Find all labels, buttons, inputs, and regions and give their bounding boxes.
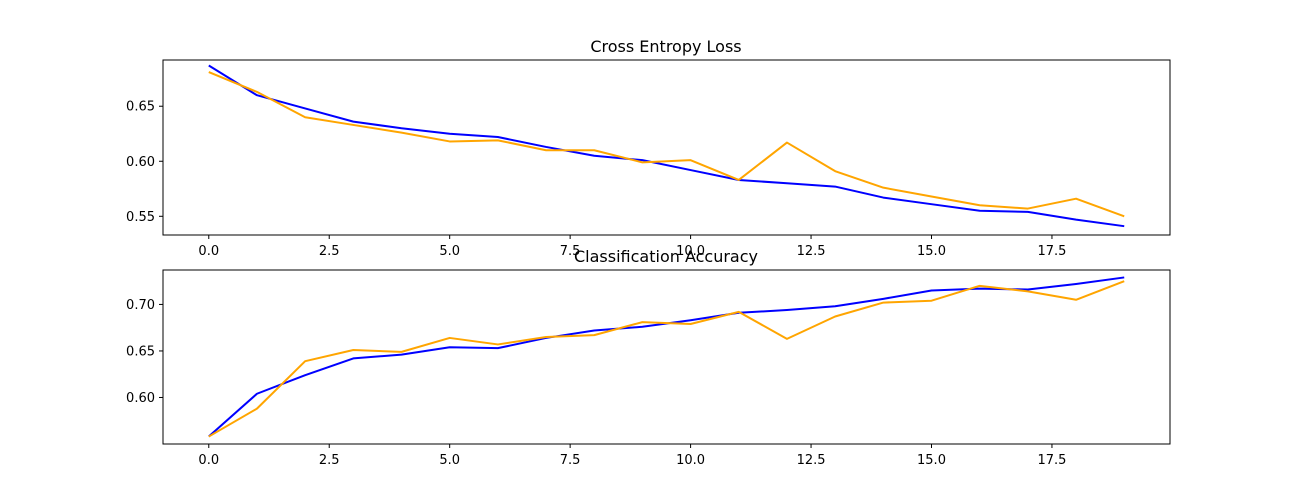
accuracy-chart-title: Classification Accuracy	[574, 247, 758, 266]
accuracy-x-tick-label: 7.5	[560, 453, 581, 468]
accuracy-x-tick-label: 5.0	[439, 453, 460, 468]
loss-y-tick-label: 0.65	[126, 100, 155, 115]
loss-x-tick-label: 15.0	[917, 244, 946, 259]
accuracy-x-tick-label: 17.5	[1037, 453, 1066, 468]
loss-y-tick-label: 0.55	[126, 210, 155, 225]
accuracy-chart: 0.0 2.5 5.0 7.5 10.0 12.5 15.0 17.5 0.60 0.65 0.70…	[126, 247, 1171, 468]
accuracy-series-line-1	[208, 280, 1125, 438]
loss-x-tick-label: 0.0	[198, 244, 219, 259]
accuracy-x-tick-label: 10.0	[676, 453, 705, 468]
accuracy-y-tick-label: 0.70	[126, 298, 155, 313]
loss-x-tick-label: 7.5	[560, 244, 581, 259]
accuracy-y-tick-label: 0.60	[126, 391, 155, 406]
loss-axes-frame	[162, 59, 1171, 236]
loss-x-tick-label: 5.0	[439, 244, 460, 259]
accuracy-x-tick-label: 2.5	[319, 453, 340, 468]
loss-series-line-1	[208, 71, 1125, 218]
loss-chart-title: Cross Entropy Loss	[590, 37, 741, 56]
loss-y-tick-label: 0.60	[126, 155, 155, 170]
accuracy-x-tick-label: 12.5	[797, 453, 826, 468]
accuracy-x-tick-label: 15.0	[917, 453, 946, 468]
loss-chart: 0.0 2.5 5.0 7.5 10.0 12.5 15.0 17.5 0.55 0.60 0.65…	[126, 37, 1171, 259]
loss-series-line-0	[208, 64, 1125, 228]
accuracy-series-line-0	[208, 276, 1125, 438]
loss-x-tick-label: 17.5	[1037, 244, 1066, 259]
loss-x-tick-label: 10.0	[676, 244, 705, 259]
loss-x-tick-label: 2.5	[319, 244, 340, 259]
accuracy-y-tick-label: 0.65	[126, 344, 155, 359]
accuracy-axes-frame	[162, 269, 1171, 445]
loss-x-tick-label: 12.5	[797, 244, 826, 259]
accuracy-x-tick-label: 0.0	[198, 453, 219, 468]
